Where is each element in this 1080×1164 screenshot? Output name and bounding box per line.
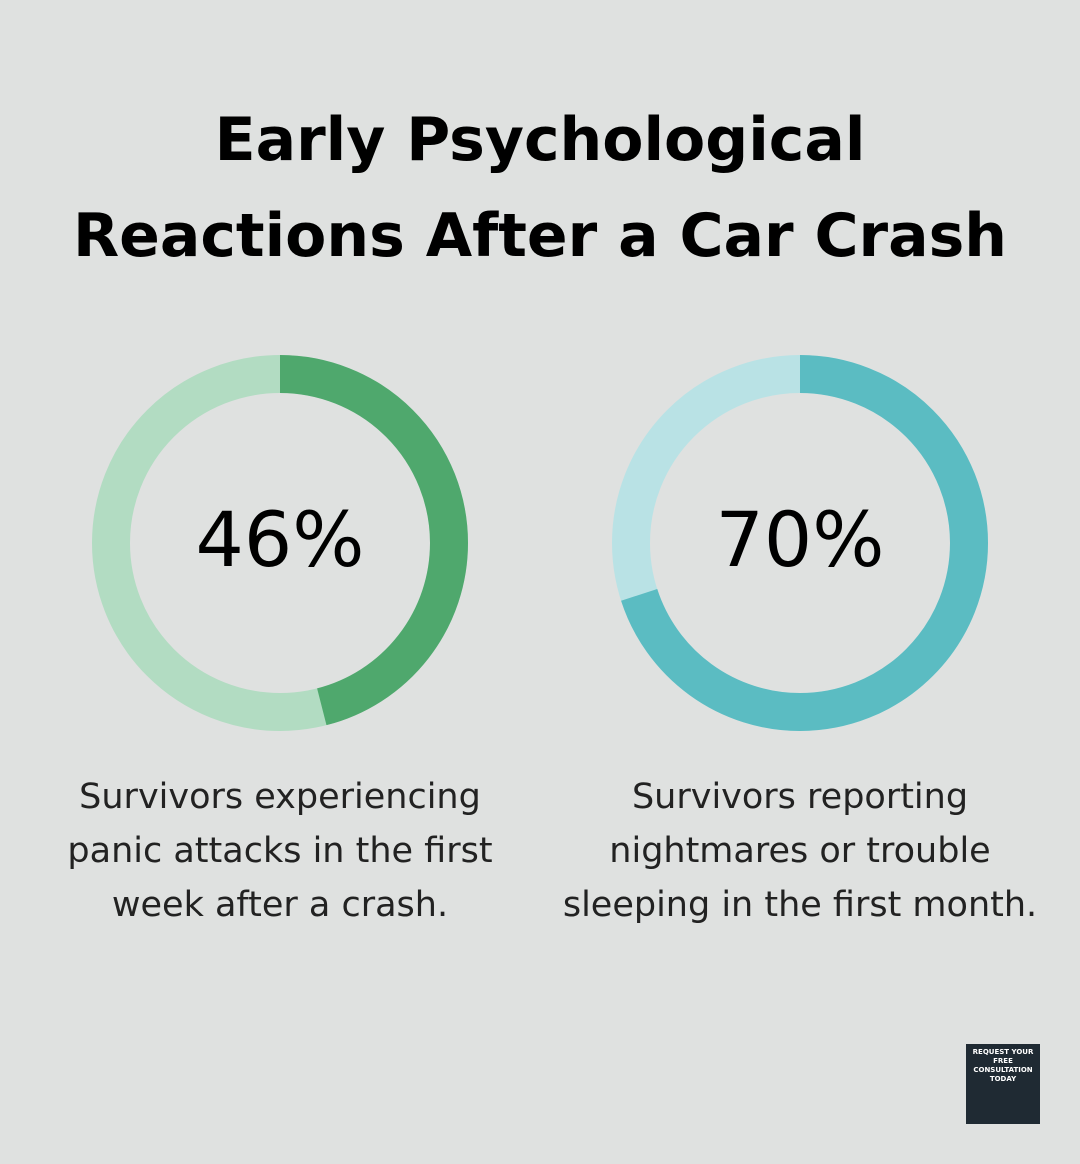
- percent-label: 46%: [196, 495, 365, 584]
- caption: Survivors experiencing panic attacks in …: [67, 777, 493, 925]
- caption: Survivors reporting nightmares or troubl…: [562, 777, 1038, 925]
- ring-arc: [92, 355, 468, 731]
- ring-arc: [612, 355, 988, 731]
- percent-label: 70%: [716, 495, 885, 584]
- title: Early Psychological Reactions After a Ca…: [72, 105, 1008, 271]
- consultation-badge[interactable]: REQUEST YOUR FREE CONSULTATION TODAY: [966, 1044, 1040, 1124]
